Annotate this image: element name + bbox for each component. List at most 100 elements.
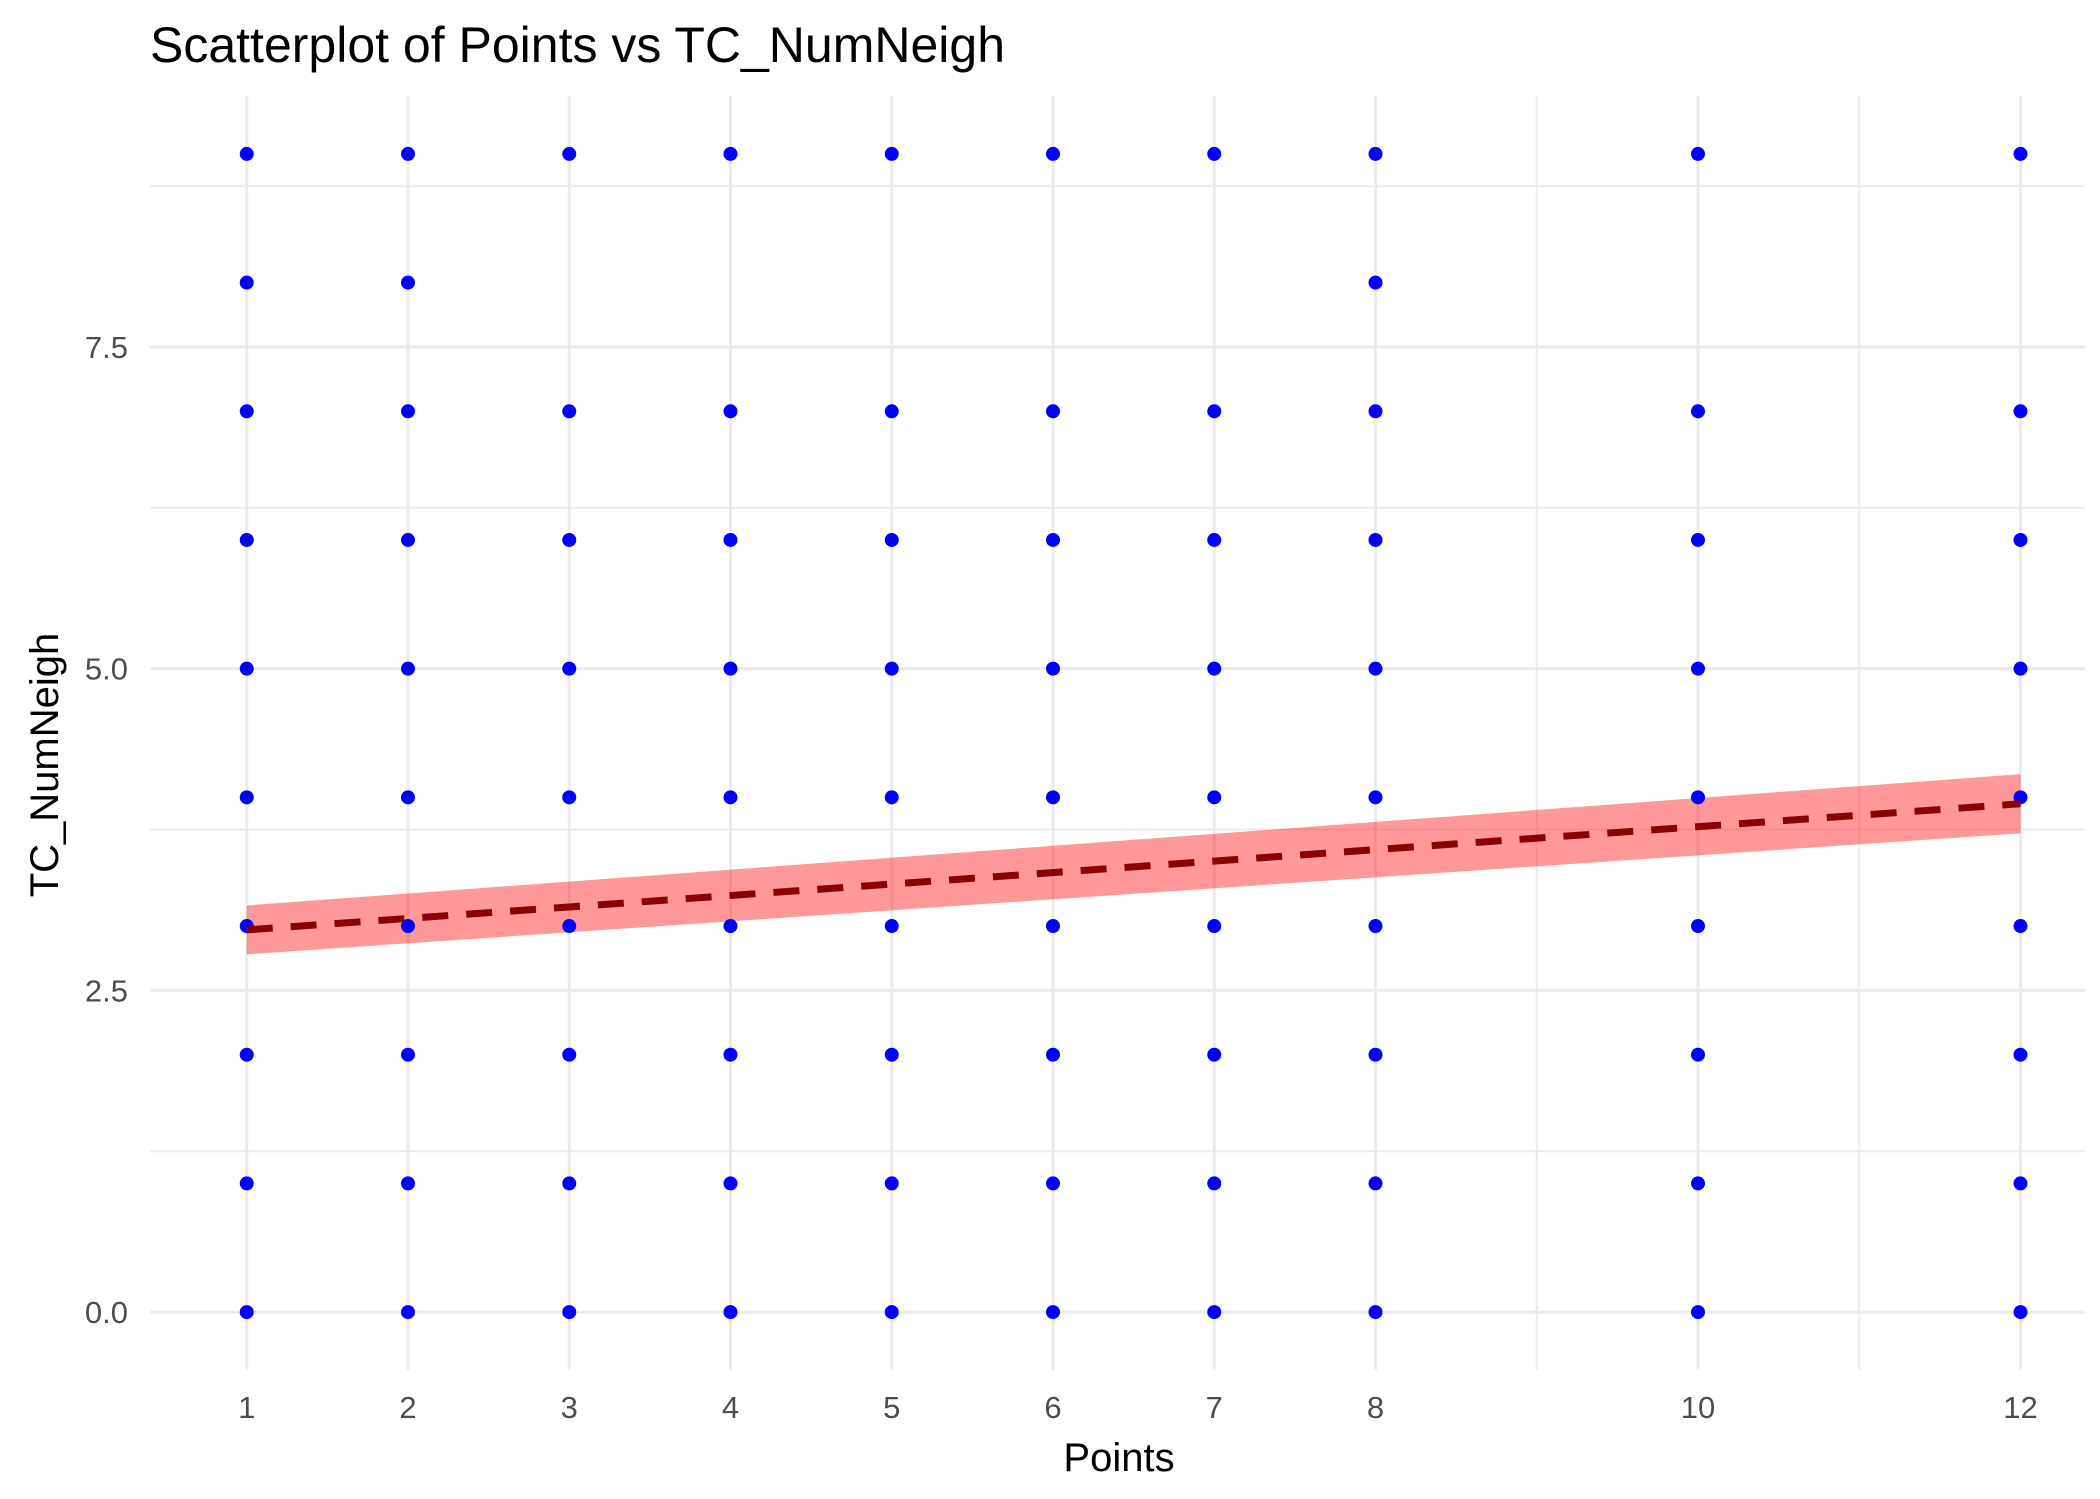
scatter-point (1046, 1305, 1060, 1320)
scatter-point (1691, 1176, 1705, 1191)
scatter-point (1046, 404, 1060, 419)
scatter-point (239, 275, 254, 290)
scatter-point (1207, 1176, 1222, 1191)
chart-title: Scatterplot of Points vs TC_NumNeigh (150, 17, 1005, 73)
scatter-point (723, 1047, 738, 1062)
x-tick-label: 4 (722, 1390, 739, 1425)
scatter-point (884, 1047, 899, 1062)
scatter-point (1207, 1047, 1222, 1062)
scatter-point (1368, 146, 1383, 161)
scatter-point (1046, 661, 1060, 676)
scatter-point (562, 790, 577, 805)
scatter-point (1368, 1047, 1383, 1062)
scatter-point (401, 532, 415, 547)
scatter-point (1368, 404, 1383, 419)
scatter-point (401, 1176, 415, 1191)
scatter-point (1691, 1305, 1705, 1320)
scatter-point (2013, 532, 2028, 547)
scatter-point (239, 532, 254, 547)
scatter-point (401, 790, 415, 805)
x-tick-label: 12 (2003, 1390, 2037, 1425)
scatter-point (1368, 275, 1383, 290)
scatter-point (1046, 532, 1060, 547)
scatter-point (723, 532, 738, 547)
scatter-point (723, 661, 738, 676)
scatter-point (1207, 1305, 1222, 1320)
scatter-point (1046, 1176, 1060, 1191)
scatter-point (723, 919, 738, 934)
scatter-point (1207, 404, 1222, 419)
scatter-point (1691, 532, 1705, 547)
scatter-point (562, 1176, 577, 1191)
scatter-point (1046, 146, 1060, 161)
scatter-point (2013, 404, 2028, 419)
scatter-point (401, 275, 415, 290)
scatter-point (239, 146, 254, 161)
scatter-point (1207, 532, 1222, 547)
scatter-point (401, 1305, 415, 1320)
scatter-point (2013, 1047, 2028, 1062)
x-tick-label: 3 (561, 1390, 578, 1425)
scatter-point (1691, 404, 1705, 419)
scatter-point (562, 919, 577, 934)
scatter-point (1046, 1047, 1060, 1062)
scatter-point (239, 661, 254, 676)
scatter-point (2013, 1176, 2028, 1191)
scatter-point (1691, 790, 1705, 805)
scatter-point (884, 919, 899, 934)
scatter-point (562, 1305, 577, 1320)
trend-line (246, 800, 2021, 934)
scatter-point (723, 1176, 738, 1191)
y-tick-label: 2.5 (85, 973, 128, 1008)
scatter-point (884, 661, 899, 676)
scatter-point (2013, 146, 2028, 161)
scatter-point (1207, 919, 1222, 934)
scatter-point (1368, 1176, 1383, 1191)
scatter-point (723, 790, 738, 805)
x-tick-label: 8 (1367, 1390, 1384, 1425)
scatter-point (1691, 919, 1705, 934)
scatter-point (239, 790, 254, 805)
tick-labels: 1 2 3 4 5 6 7 8 10 120.02.55.07.5 (85, 330, 2038, 1425)
scatter-point (562, 532, 577, 547)
scatter-point (2013, 919, 2028, 934)
scatter-point (562, 1047, 577, 1062)
scatter-point (1691, 1047, 1705, 1062)
scatter-point (1207, 790, 1222, 805)
scatter-point (239, 1305, 254, 1320)
y-axis-title: TC_NumNeigh (23, 633, 67, 898)
scatter-point (1368, 919, 1383, 934)
scatter-point (884, 404, 899, 419)
x-tick-label: 6 (1044, 1390, 1061, 1425)
grid-lines (150, 96, 2085, 1370)
scatter-point (1368, 661, 1383, 676)
y-tick-label: 7.5 (85, 330, 128, 365)
x-axis-title: Points (1063, 1436, 1174, 1480)
trend-line-group (246, 800, 2021, 934)
scatter-point (1368, 532, 1383, 547)
scatter-point (401, 661, 415, 676)
scatter-point (562, 146, 577, 161)
scatter-point (884, 1305, 899, 1320)
scatter-point (401, 146, 415, 161)
x-tick-label: 7 (1206, 1390, 1223, 1425)
scatter-point (723, 146, 738, 161)
scatter-point (884, 532, 899, 547)
x-tick-label: 2 (399, 1390, 416, 1425)
scatter-point (2013, 1305, 2028, 1320)
scatter-point (401, 1047, 415, 1062)
scatter-point (884, 1176, 899, 1191)
scatter-point (2013, 661, 2028, 676)
scatter-point (1207, 661, 1222, 676)
scatter-point (723, 404, 738, 419)
scatter-point (401, 919, 415, 934)
x-tick-label: 1 (238, 1390, 255, 1425)
scatter-point (1368, 790, 1383, 805)
y-tick-label: 0.0 (85, 1295, 128, 1330)
x-tick-label: 10 (1681, 1390, 1715, 1425)
scatter-point (1046, 790, 1060, 805)
data-points (239, 146, 2028, 1320)
scatter-point (239, 404, 254, 419)
scatter-point (1691, 661, 1705, 676)
